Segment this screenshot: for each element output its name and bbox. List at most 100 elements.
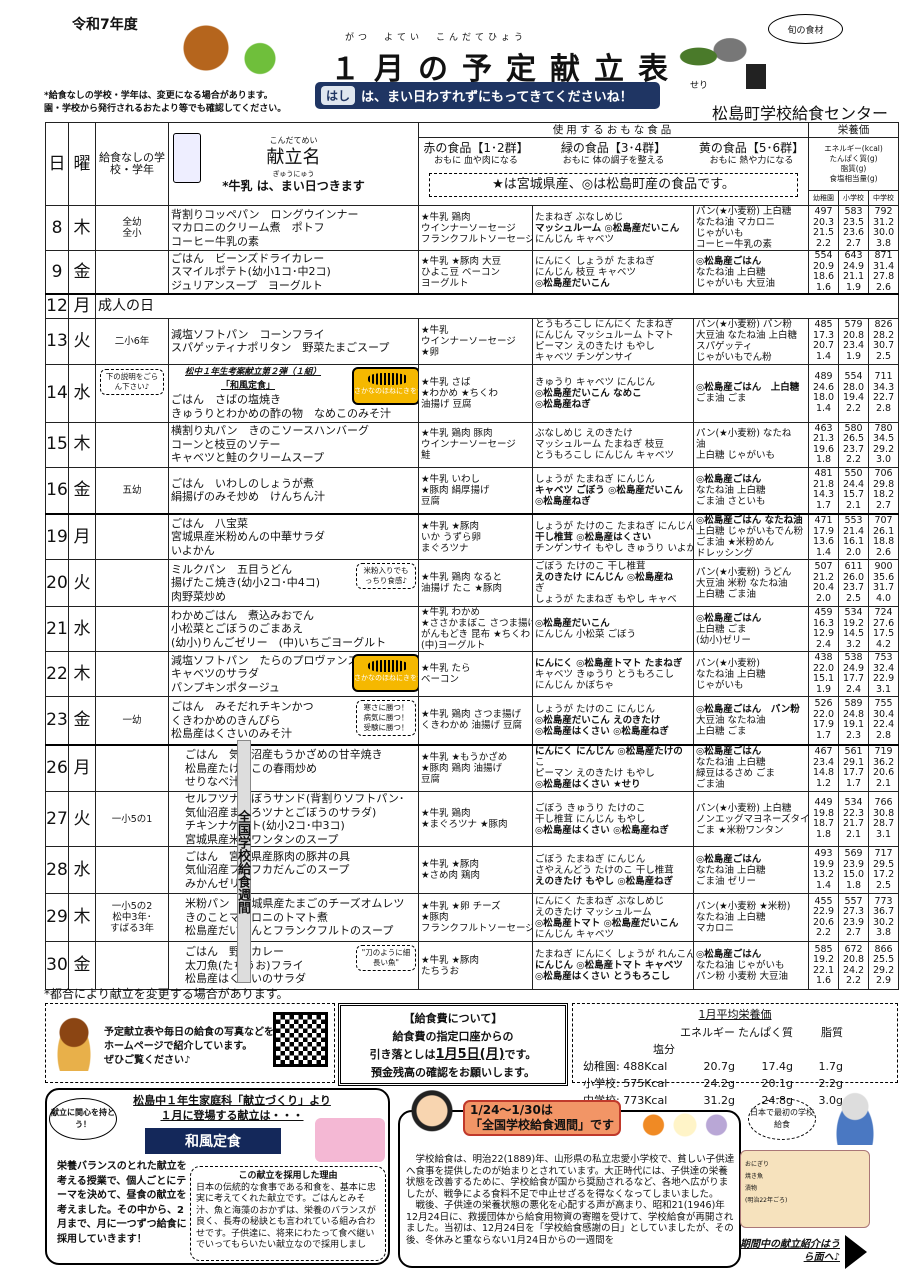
- nutrition-value: 3.8: [875, 237, 892, 249]
- nutrition-value: 17.7: [842, 673, 865, 684]
- nutrition-value-cell: 706 29.8 18.2 2.7: [868, 466, 900, 515]
- arrow-right-icon: [845, 1235, 867, 1269]
- food-item: ★牛乳 鶏肉 さつま揚げ: [421, 709, 522, 721]
- menu-item: 宮城県産米粉ワンタンのスープ: [185, 832, 339, 846]
- food-item: ★卵: [421, 346, 440, 358]
- food-item: 上白糖 ごま: [696, 623, 747, 635]
- food-item: えのきたけ マッシュルーム: [535, 906, 652, 918]
- nutrition-value-cell: 583 23.5 23.6 2.7: [838, 205, 870, 251]
- red-foods-cell: ★牛乳 ★豚肉 大豆 ひよこ豆 ベーコン ヨーグルト: [418, 250, 533, 295]
- nutrition-value: 17.9: [812, 719, 835, 731]
- food-item: ◎松島産はくさい ◎松島産ねぎ: [535, 824, 669, 836]
- qr-code[interactable]: [273, 1012, 328, 1067]
- nutrition-value: 22.4: [872, 719, 895, 731]
- menu-callout: "刀のように細長い魚": [356, 945, 416, 971]
- nutrition-value-cell: 438 22.0 15.1 1.9: [808, 651, 840, 697]
- menu-table: 日 曜 給食なしの学校・学年 こんだてめい 献立名 ぎゅうにゅう *牛乳 は、ま…: [45, 122, 900, 990]
- fish-bone-warning-badge: さかなのほねにきをつけてたべよう: [352, 366, 418, 405]
- menu-item: 米粉パン 宮城県産たまごのチーズオムレツ: [185, 897, 405, 911]
- nutrition-value: 2.2: [815, 237, 832, 249]
- note-confirm: 園・学校から発行されるおたより等でも確認してください。: [44, 104, 287, 114]
- food-item: なたね油 じゃがいも: [696, 960, 785, 971]
- food-item: ドレッシング: [696, 548, 754, 559]
- food-item: マカロニ: [696, 923, 735, 934]
- nutrition-value: 27.6: [872, 617, 895, 629]
- food-item: パン(★小麦粉) 上白糖: [696, 206, 792, 218]
- nutrition-value: 493: [814, 848, 833, 859]
- menu-cell: 減塩ソフトパン たらのプロヴァンス風 キャベツのサラダ パンプキンポタージュ さかなの…: [168, 651, 419, 697]
- week-tag: 1/24～1/30は 「全国学校給食週間」です: [463, 1100, 622, 1136]
- menu-item: 松島産はくさいのサラダ: [185, 972, 416, 986]
- back-page-link[interactable]: 期間中の献立紹介はうら面へ♪: [740, 1239, 840, 1263]
- table-row: 22 木 減塩ソフトパン たらのプロヴァンス風 キャベツのサラダ パンプキンポタージュ さ…: [45, 651, 900, 697]
- nutrition-value: 2.5: [875, 879, 892, 891]
- food-item: スパゲッティ: [696, 341, 753, 352]
- no-lunch-school-cell: [95, 250, 169, 295]
- nutrition-value-cell: 481 21.8 14.3 1.7: [808, 466, 840, 515]
- table-row: 13 火 二小6年 減塩ソフトパン コーンフライ スパゲッティナポリタン 野菜たまごスー…: [45, 317, 900, 365]
- nutrition-value-cell: 717 29.5 17.2 2.5: [868, 846, 900, 894]
- menu-item: くきわかめのきんぴら: [171, 713, 281, 727]
- day-cell: 27: [45, 791, 69, 847]
- food-item: 大豆油 なたね油: [696, 714, 766, 726]
- red-foods-cell: ★牛乳 鶏肉 なると 油揚げ たこ ★豚肉: [418, 559, 533, 607]
- seasonal-vegetables-illustration: [676, 24, 766, 89]
- nutrition-value-cell: 569 23.9 15.0 1.8: [838, 846, 870, 894]
- menu-item: マカロニのクリーム煮 ポトフ: [171, 221, 325, 235]
- weekday-cell: 月: [68, 513, 96, 560]
- milk-note: *牛乳 は、まい日つきます: [222, 179, 365, 194]
- nutrition-value: 19.6: [812, 443, 835, 455]
- food-item: パン(★小麦粉) うどん: [696, 566, 792, 578]
- nutrition-value: 557: [844, 895, 863, 907]
- nutrition-value: 481: [814, 468, 833, 480]
- nutrition-value: 753: [874, 652, 893, 663]
- nutrition-value: 19.1: [842, 719, 865, 731]
- nutrition-value-cell: 900 35.6 31.7 4.0: [868, 559, 900, 607]
- nutrition-value: 579: [844, 319, 863, 330]
- average-header-row: エネルギー たんぱく質 脂質 塩分: [583, 1024, 887, 1058]
- first-lunch-item: おにぎり: [745, 1161, 770, 1168]
- food-item: ◎松島産だいこん: [535, 618, 610, 629]
- weekday-cell: 月: [68, 293, 96, 319]
- nutrition-value: 29.2: [872, 443, 895, 455]
- nutrition-value: 20.8: [842, 329, 865, 341]
- nutrition-value: 22.9: [872, 673, 895, 684]
- nutrition-value: 489: [814, 371, 833, 382]
- nutrition-value: 1.4: [815, 402, 832, 414]
- nutrition-value: 36.7: [872, 906, 895, 917]
- food-item: 上白糖 じゃがいもでん粉: [696, 526, 804, 537]
- food-item: にんにく ◎松島産トマト たまねぎ: [535, 657, 683, 669]
- food-item: ★牛乳 たら: [421, 663, 471, 674]
- nutrition-value: 755: [874, 698, 893, 710]
- food-item: 上白糖 ごま: [696, 725, 747, 737]
- menu-callout: 米粉入りでもっちり食感♪: [356, 563, 416, 589]
- nutrition-value-cell: 579 20.8 23.4 1.9: [838, 317, 870, 365]
- food-item: ★豚肉 絹厚揚げ: [421, 484, 490, 496]
- food-item: ★牛乳 鶏肉: [421, 808, 471, 819]
- fee-line3: 預金残高の確認をお願いします。: [371, 1066, 535, 1079]
- day-cell: 12: [45, 293, 69, 319]
- header-foods: 使用するおもな食品: [417, 122, 810, 138]
- header-menu: こんだてめい 献立名 ぎゅうにゅう *牛乳 は、まい日つきます: [168, 122, 419, 206]
- food-item: こ: [535, 757, 545, 769]
- food-item: ◎松島産ねぎ: [535, 398, 591, 410]
- food-item: ◎松島産だいこん: [535, 277, 610, 289]
- food-item: 干し椎茸 ◎松島産はくさい: [535, 531, 652, 543]
- food-item: えのきたけ にんじん ◎松島産ね: [535, 572, 674, 583]
- yellow-foods-cell: ◎松島産ごはん なたね油 上白糖 ごま油 ゼリー: [692, 846, 810, 894]
- food-item: ◎松島産だいこん えのきたけ: [535, 714, 661, 726]
- menu-item: (幼小)りんごゼリー (中)いちごヨーグルト: [171, 635, 387, 649]
- day-cell: 26: [45, 744, 69, 792]
- nutrition-value: 4.0: [875, 592, 892, 604]
- no-lunch-school-cell: [95, 846, 169, 894]
- nutrition-value: 611: [844, 561, 863, 572]
- average-value: 幼稚園: 488Kcal: [583, 1060, 668, 1073]
- nutrition-value-cell: 585 19.2 22.1 1.6: [808, 941, 840, 990]
- menu-item: せりなべ汁: [185, 775, 240, 788]
- no-lunch-school-cell: [95, 651, 169, 697]
- holiday-cell: 成人の日: [94, 293, 900, 319]
- nutrition-value: 2.0: [845, 546, 862, 558]
- week-tag2: 「全国学校給食週間」です: [470, 1118, 615, 1132]
- school-line: 松中3年･: [112, 912, 152, 923]
- table-row: 19 月ごはん 八宝菜 宮城県産米粉めんの中華サラダ いよかん ★牛乳 ★豚肉 いか うず…: [45, 513, 900, 560]
